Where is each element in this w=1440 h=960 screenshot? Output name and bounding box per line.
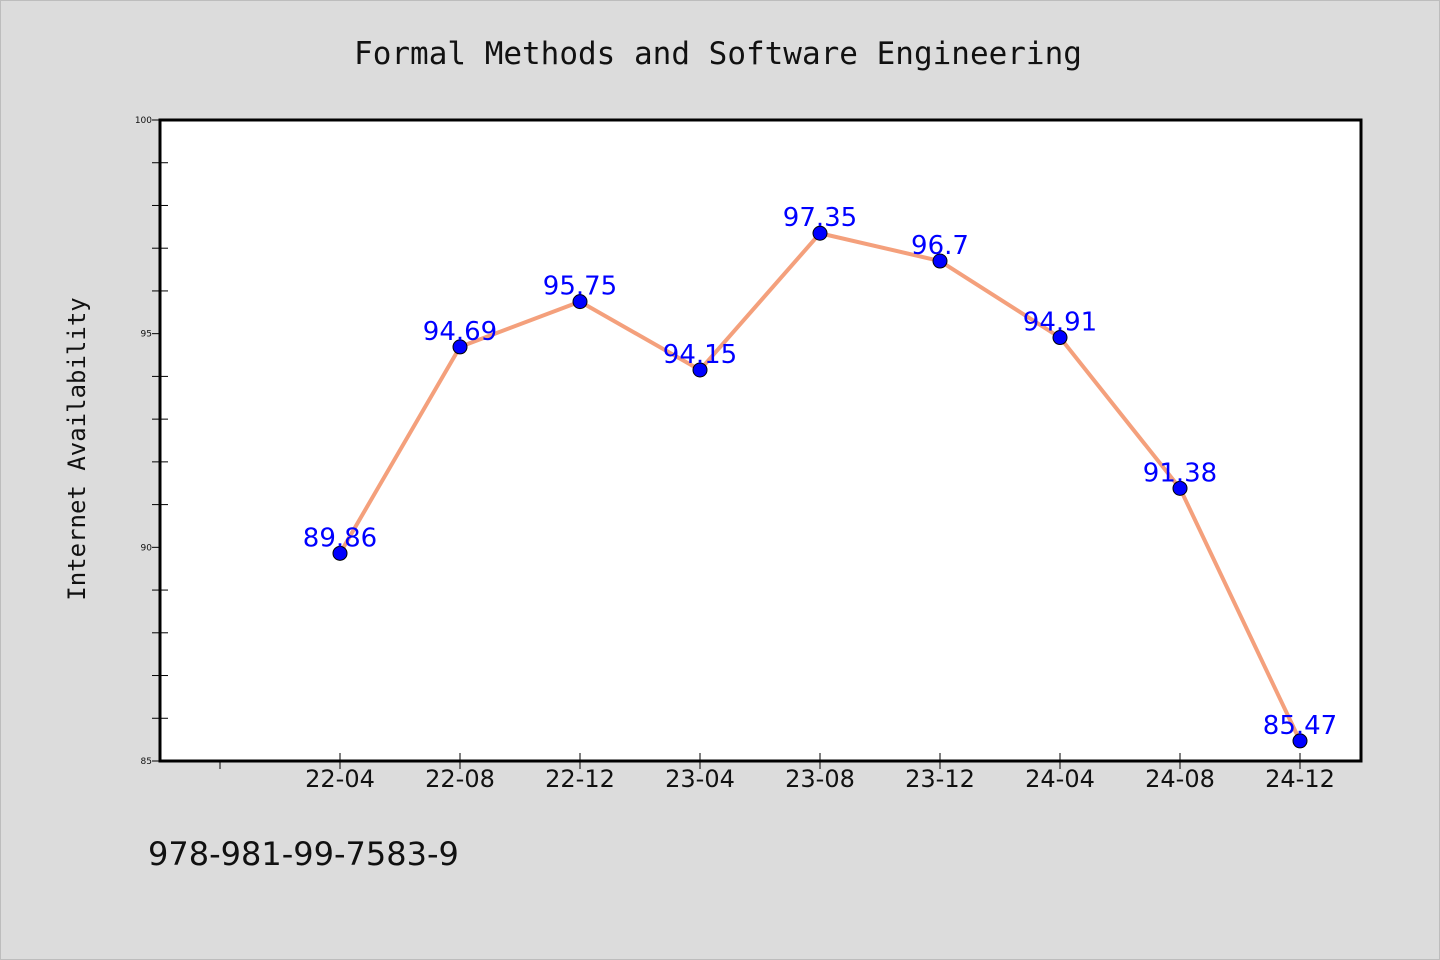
data-label: 85.47 (1263, 711, 1337, 741)
data-label: 94.91 (1023, 308, 1097, 338)
plot-area (158, 118, 1363, 763)
y-axis: 85 90 95 100 (135, 116, 168, 767)
data-point (932, 253, 948, 269)
x-tick-label: 23-12 (905, 765, 975, 793)
chart-title: Formal Methods and Software Engineering (354, 36, 1082, 72)
y-tick-label: 85 (141, 757, 152, 767)
data-label: 94.15 (663, 340, 737, 370)
data-label: 94.69 (423, 317, 497, 347)
x-tick-label: 23-08 (785, 765, 855, 793)
y-tick-label: 90 (141, 543, 153, 553)
data-label: 97.35 (783, 203, 857, 233)
x-tick-label: 24-08 (1145, 765, 1215, 793)
data-labels: 89.86 94.69 95.75 94.15 97.35 96.7 94.91 91.38 8… (303, 203, 1337, 741)
data-point (452, 339, 468, 355)
x-tick-label: 24-04 (1025, 765, 1095, 793)
data-label: 89.86 (303, 523, 377, 553)
series-markers (332, 225, 1308, 749)
x-tick-label: 22-12 (545, 765, 615, 793)
data-point (572, 294, 588, 310)
data-point (332, 545, 348, 561)
data-point (812, 225, 828, 241)
x-tick-label: 24-12 (1265, 765, 1335, 793)
x-tick-label: 22-08 (425, 765, 495, 793)
footnote-isbn: 978-981-99-7583-9 (148, 835, 459, 873)
x-tick-label: 23-04 (665, 765, 735, 793)
y-tick-label: 95 (141, 330, 152, 340)
data-label: 91.38 (1143, 458, 1217, 488)
data-point (1052, 330, 1068, 346)
data-point (1172, 480, 1188, 496)
y-axis-label: Internet Availability (63, 297, 91, 600)
data-point (1292, 733, 1308, 749)
x-tick-label: 22-04 (305, 765, 375, 793)
data-label: 95.75 (543, 272, 617, 302)
y-tick-label: 100 (135, 116, 152, 126)
x-axis: 22-04 22-08 22-12 23-04 23-08 23-12 24-04 24-08… (219, 753, 1335, 793)
data-label: 96.7 (911, 231, 969, 261)
data-point (692, 362, 708, 378)
